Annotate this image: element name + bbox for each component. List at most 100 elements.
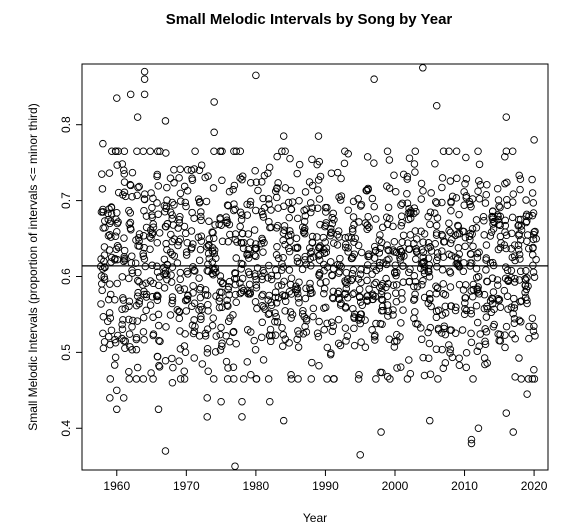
data-point (348, 254, 356, 263)
data-point (191, 322, 199, 331)
data-point (154, 147, 162, 156)
data-point (300, 217, 309, 226)
data-point (231, 462, 239, 470)
data-point (383, 372, 392, 381)
data-point (223, 301, 231, 309)
data-point (236, 174, 244, 182)
data-point (113, 228, 121, 236)
data-point (281, 240, 289, 249)
data-point (170, 165, 178, 174)
data-point (375, 236, 383, 244)
data-point (309, 304, 318, 313)
data-point (375, 261, 384, 270)
data-point (523, 390, 531, 398)
data-point (306, 249, 315, 257)
data-point (397, 363, 405, 371)
data-point (149, 331, 157, 340)
data-point (342, 240, 350, 249)
data-point (191, 267, 199, 275)
data-point (97, 300, 105, 308)
data-point (390, 268, 399, 276)
data-point (480, 304, 489, 313)
data-point (417, 227, 425, 235)
data-point (466, 262, 474, 270)
data-point (501, 331, 509, 339)
data-point (461, 242, 469, 251)
data-point (357, 200, 366, 209)
data-point (323, 203, 331, 212)
data-point (113, 279, 121, 288)
data-point (285, 266, 294, 274)
data-point (323, 375, 331, 383)
data-point (161, 207, 169, 216)
data-point (530, 322, 538, 331)
data-point (486, 232, 495, 240)
data-point (417, 335, 426, 344)
data-point (307, 247, 316, 256)
data-point (267, 271, 276, 280)
data-point (308, 232, 317, 241)
data-point (121, 256, 129, 264)
data-point (204, 300, 212, 309)
y-axis: 0.4 0.5 0.6 0.7 0.8 (59, 116, 83, 437)
data-point (271, 309, 279, 317)
data-point (252, 284, 261, 292)
data-point (475, 177, 483, 185)
data-point (530, 136, 538, 144)
data-point (523, 217, 531, 226)
data-point (295, 299, 303, 307)
data-point (349, 290, 357, 298)
data-point (515, 354, 523, 362)
data-point (372, 215, 380, 223)
data-point (316, 172, 325, 181)
data-point (391, 261, 400, 269)
data-point (197, 208, 205, 216)
data-point (183, 187, 192, 195)
data-point (284, 198, 293, 207)
data-point (368, 295, 377, 304)
data-point (315, 157, 324, 166)
data-point (222, 332, 230, 340)
data-point (467, 435, 476, 444)
data-point (418, 280, 426, 289)
data-point (232, 147, 241, 156)
data-point (439, 280, 447, 288)
data-point (212, 332, 220, 340)
data-point (469, 375, 477, 383)
data-point (175, 357, 183, 365)
data-point (295, 259, 304, 267)
data-point (153, 262, 161, 271)
data-point (197, 161, 206, 169)
data-point (148, 261, 156, 270)
data-point (271, 331, 280, 339)
data-point (482, 266, 490, 274)
data-point (155, 363, 164, 371)
data-point (197, 315, 205, 324)
data-point (231, 235, 240, 244)
data-point (372, 375, 380, 383)
data-point (376, 231, 384, 239)
data-point (132, 375, 141, 383)
data-point (397, 212, 406, 221)
data-point (104, 332, 113, 341)
data-point (501, 274, 510, 283)
data-point (314, 186, 322, 194)
data-point (126, 224, 135, 232)
data-point (218, 303, 226, 311)
data-point (120, 234, 128, 242)
data-point (280, 202, 288, 210)
data-point (515, 250, 524, 259)
data-point (320, 289, 328, 298)
data-point (266, 337, 275, 346)
data-point (424, 354, 433, 362)
data-point (99, 344, 108, 353)
data-point (168, 215, 176, 223)
data-point (229, 327, 238, 336)
data-point (483, 359, 491, 367)
data-point (163, 245, 171, 254)
data-point (135, 300, 143, 308)
data-point (112, 245, 121, 253)
data-point (425, 268, 433, 276)
data-point (341, 289, 350, 298)
data-point (462, 348, 471, 357)
